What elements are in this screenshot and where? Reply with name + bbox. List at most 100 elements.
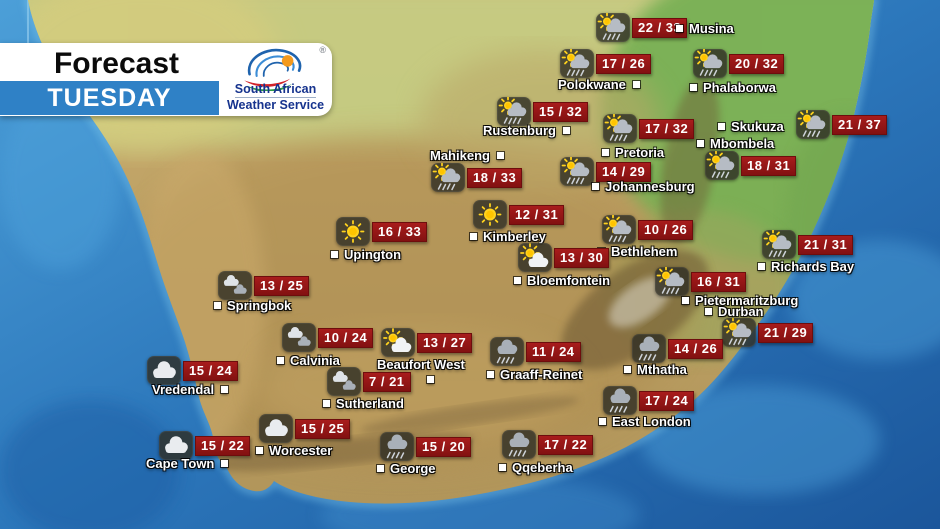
sunny-icon xyxy=(336,217,370,246)
city-label: Calvinia xyxy=(277,353,340,368)
bullet-marker xyxy=(331,251,338,258)
city-label: Rustenburg xyxy=(483,123,570,138)
city-label: Polokwane xyxy=(558,77,640,92)
bullet-marker xyxy=(758,263,765,270)
bullet-marker xyxy=(221,386,229,393)
city-label: Qqeberha xyxy=(499,460,573,475)
city-name: Skukuza xyxy=(731,119,784,134)
cloud-icon xyxy=(147,356,181,385)
bullet-marker xyxy=(705,308,712,315)
temp-badge: 10 / 24 xyxy=(318,328,374,348)
city-name: Johannesburg xyxy=(605,179,695,194)
temp-badge: 18 / 31 xyxy=(741,156,797,176)
city-name: Qqeberha xyxy=(512,460,573,475)
city-label: Musina xyxy=(676,21,734,36)
bullet-marker xyxy=(682,297,689,304)
forecast-banner: Forecast TUESDAY ® South African Weather… xyxy=(0,43,332,116)
bullet-marker xyxy=(690,84,697,91)
city-label: Bethlehem xyxy=(598,244,677,259)
bullet-marker xyxy=(592,183,599,190)
city-label: Kimberley xyxy=(470,229,546,244)
bullet-marker xyxy=(214,302,221,309)
saws-logo-line1: South African xyxy=(234,82,317,98)
bullet-marker xyxy=(697,140,704,147)
clouds2-icon xyxy=(218,271,252,300)
sun-cloud-rain-icon xyxy=(560,49,594,78)
registered-mark: ® xyxy=(319,45,326,55)
city-label: Johannesburg xyxy=(592,179,695,194)
temp-badge: 16 / 33 xyxy=(372,222,428,242)
city-name: Graaff-Reinet xyxy=(500,367,583,382)
temp-badge: 15 / 25 xyxy=(295,419,351,439)
sun-cloud-icon xyxy=(381,328,415,357)
bullet-marker xyxy=(256,447,263,454)
temp-badge: 16 / 31 xyxy=(691,272,747,292)
city-label: George xyxy=(377,461,436,476)
bullet-marker xyxy=(496,152,504,159)
temp-badge: 13 / 30 xyxy=(554,248,610,268)
temp-badge: 14 / 26 xyxy=(668,339,724,359)
temp-badge: 11 / 24 xyxy=(526,342,581,362)
sun-cloud-rain-icon xyxy=(655,267,689,296)
city-name: Beaufort West xyxy=(377,357,465,372)
city-label: Worcester xyxy=(256,443,332,458)
city-name: Polokwane xyxy=(558,77,626,92)
temp-badge: 21 / 37 xyxy=(832,115,888,135)
temp-badge: 17 / 24 xyxy=(639,391,695,411)
city-name: Bethlehem xyxy=(611,244,678,259)
saws-logo: ® South African Weather Service xyxy=(219,43,332,116)
city-name: Bloemfontein xyxy=(527,273,611,288)
temp-badge: 21 / 29 xyxy=(758,323,814,343)
sun-cloud-rain-icon xyxy=(796,110,830,139)
bullet-marker xyxy=(323,400,330,407)
city-label: East London xyxy=(599,414,691,429)
city-label: Springbok xyxy=(214,298,291,313)
temp-badge: 17 / 32 xyxy=(639,119,695,139)
city-name: Cape Town xyxy=(146,456,215,471)
city-label: Mthatha xyxy=(624,362,687,377)
sun-cloud-rain-icon xyxy=(497,97,531,126)
temp-badge: 15 / 22 xyxy=(195,436,251,456)
clouds2-icon xyxy=(282,323,316,352)
city-name: Worcester xyxy=(269,443,333,458)
temp-badge: 14 / 29 xyxy=(596,162,652,182)
bullet-marker xyxy=(499,464,506,471)
page-title: Forecast xyxy=(53,47,180,80)
city-name: Sutherland xyxy=(336,396,404,411)
temp-badge: 18 / 33 xyxy=(467,168,523,188)
city-label: Bloemfontein xyxy=(514,273,610,288)
sunny-icon xyxy=(473,200,507,229)
city-name: Mthatha xyxy=(637,362,687,377)
temp-badge: 15 / 20 xyxy=(416,437,472,457)
bullet-marker xyxy=(676,25,683,32)
sun-cloud-rain-icon xyxy=(705,151,739,180)
city-name: Mahikeng xyxy=(430,148,490,163)
sun-cloud-rain-icon xyxy=(596,13,630,42)
city-label: Pretoria xyxy=(602,145,664,160)
temp-badge: 10 / 26 xyxy=(638,220,694,240)
city-label: Skukuza xyxy=(718,119,784,134)
temp-badge: 7 / 21 xyxy=(363,372,411,392)
bullet-marker xyxy=(377,465,384,472)
bullet-marker xyxy=(602,149,609,156)
saws-logo-text: South African Weather Service xyxy=(219,82,332,112)
temp-badge: 13 / 27 xyxy=(417,333,473,353)
bullet-marker xyxy=(718,123,725,130)
temp-badge: 21 / 31 xyxy=(798,235,854,255)
sun-cloud-rain-icon xyxy=(603,114,637,143)
bullet-marker xyxy=(632,81,640,88)
rain-icon xyxy=(603,386,637,415)
city-name: Durban xyxy=(718,304,764,319)
city-label: Mahikeng xyxy=(430,148,504,163)
sun-cloud-rain-icon xyxy=(602,215,636,244)
city-name: Pietermaritzburg xyxy=(695,293,799,308)
bullet-marker xyxy=(514,277,521,284)
cloud-icon xyxy=(259,414,293,443)
bullet-marker xyxy=(487,371,494,378)
sun-cloud-rain-icon xyxy=(722,318,756,347)
city-name: Kimberley xyxy=(483,229,546,244)
city-name: Rustenburg xyxy=(483,123,556,138)
